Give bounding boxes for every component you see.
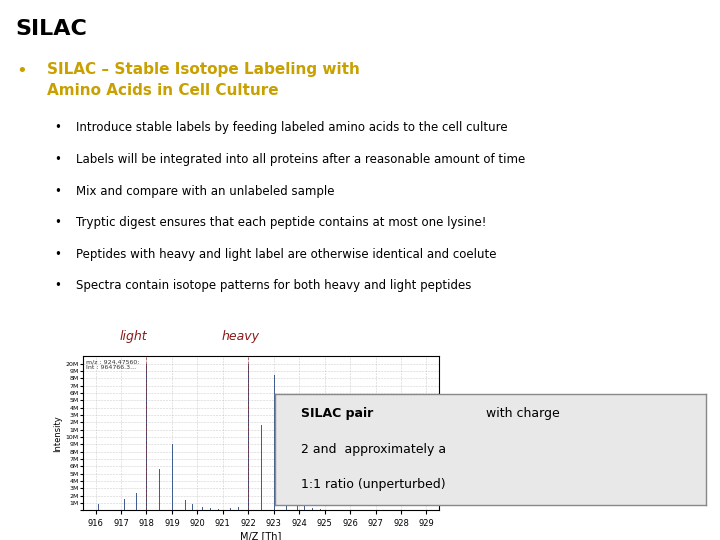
Text: Labels will be integrated into all proteins after a reasonable amount of time: Labels will be integrated into all prote… <box>76 153 525 166</box>
Text: •: • <box>54 185 61 198</box>
Text: light: light <box>120 330 148 343</box>
Text: Tryptic digest ensures that each peptide contains at most one lysine!: Tryptic digest ensures that each peptide… <box>76 216 486 229</box>
Text: •: • <box>54 280 61 293</box>
Text: •: • <box>54 153 61 166</box>
Text: 1:1 ratio (unperturbed): 1:1 ratio (unperturbed) <box>301 478 446 491</box>
Text: •: • <box>16 62 27 80</box>
Text: •: • <box>54 216 61 229</box>
Text: •: • <box>54 248 61 261</box>
Y-axis label: Intensity: Intensity <box>53 415 63 452</box>
Text: with charge: with charge <box>482 407 559 420</box>
Text: Mix and compare with an unlabeled sample: Mix and compare with an unlabeled sample <box>76 185 334 198</box>
Text: m/z : 924.47560:
Int : 964766.3...: m/z : 924.47560: Int : 964766.3... <box>86 360 140 370</box>
Text: Peptides with heavy and light label are otherwise identical and coelute: Peptides with heavy and light label are … <box>76 248 496 261</box>
Text: SILAC: SILAC <box>16 19 88 39</box>
X-axis label: M/Z [Th]: M/Z [Th] <box>240 531 282 540</box>
Text: SILAC – Stable Isotope Labeling with
Amino Acids in Cell Culture: SILAC – Stable Isotope Labeling with Ami… <box>47 62 360 98</box>
Text: Spectra contain isotope patterns for both heavy and light peptides: Spectra contain isotope patterns for bot… <box>76 280 471 293</box>
Text: Introduce stable labels by feeding labeled amino acids to the cell culture: Introduce stable labels by feeding label… <box>76 122 507 134</box>
Text: 2 and  approximately a: 2 and approximately a <box>301 443 446 456</box>
Text: •: • <box>54 122 61 134</box>
Text: heavy: heavy <box>222 330 260 343</box>
Text: SILAC pair: SILAC pair <box>301 407 374 420</box>
